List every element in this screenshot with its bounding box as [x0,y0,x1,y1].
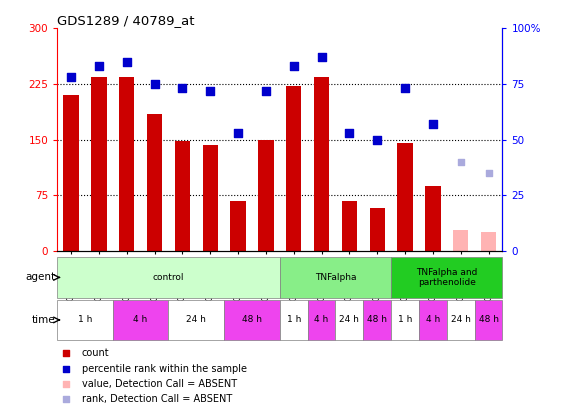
Bar [91,77,107,251]
Text: rank, Detection Call = ABSENT: rank, Detection Call = ABSENT [82,394,232,404]
Point [62,350,71,357]
Bar [308,300,336,340]
Bar [280,257,391,298]
Bar [335,300,363,340]
Text: TNFalpha: TNFalpha [315,273,356,282]
Text: agent: agent [26,273,56,282]
Bar [314,77,329,251]
Bar [63,95,79,251]
Bar [447,300,475,340]
Text: control: control [152,273,184,282]
Bar [391,257,502,298]
Bar [119,77,134,251]
Point [456,159,465,165]
Point [150,81,159,87]
Text: 48 h: 48 h [367,315,387,324]
Text: count: count [82,348,109,358]
Point [62,365,71,372]
Bar [168,300,224,340]
Text: 24 h: 24 h [339,315,359,324]
Point [345,130,354,136]
Bar [419,300,447,340]
Point [262,87,271,94]
Bar [175,141,190,251]
Bar [112,300,168,340]
Bar [280,300,308,340]
Text: 1 h: 1 h [287,315,301,324]
Text: 1 h: 1 h [78,315,92,324]
Text: time: time [32,315,56,325]
Text: 4 h: 4 h [315,315,329,324]
Point [122,58,131,65]
Text: 4 h: 4 h [134,315,148,324]
Text: percentile rank within the sample: percentile rank within the sample [82,364,247,373]
Bar [147,114,162,251]
Text: 1 h: 1 h [398,315,412,324]
Bar [286,86,301,251]
Point [66,74,75,81]
Point [234,130,243,136]
Text: 24 h: 24 h [186,315,206,324]
Text: 48 h: 48 h [242,315,262,324]
Text: 48 h: 48 h [478,315,498,324]
Point [62,381,71,387]
Point [317,54,326,60]
Text: value, Detection Call = ABSENT: value, Detection Call = ABSENT [82,379,237,389]
Point [400,85,409,92]
Text: 4 h: 4 h [426,315,440,324]
Point [289,63,298,70]
Point [484,170,493,177]
Bar [425,186,441,251]
Point [428,121,437,127]
Bar [203,145,218,251]
Text: 24 h: 24 h [451,315,471,324]
Point [62,396,71,402]
Bar [397,143,413,251]
Point [94,63,103,70]
Bar [230,200,246,251]
Text: TNFalpha and
parthenolide: TNFalpha and parthenolide [416,268,477,287]
Bar [475,300,502,340]
Bar [57,257,280,298]
Bar [258,140,274,251]
Bar [341,200,357,251]
Point [373,136,382,143]
Bar [369,208,385,251]
Bar [481,232,496,251]
Bar [391,300,419,340]
Bar [57,300,112,340]
Bar [453,230,468,251]
Point [178,85,187,92]
Text: GDS1289 / 40789_at: GDS1289 / 40789_at [57,14,195,27]
Bar [363,300,391,340]
Bar [224,300,280,340]
Point [206,87,215,94]
